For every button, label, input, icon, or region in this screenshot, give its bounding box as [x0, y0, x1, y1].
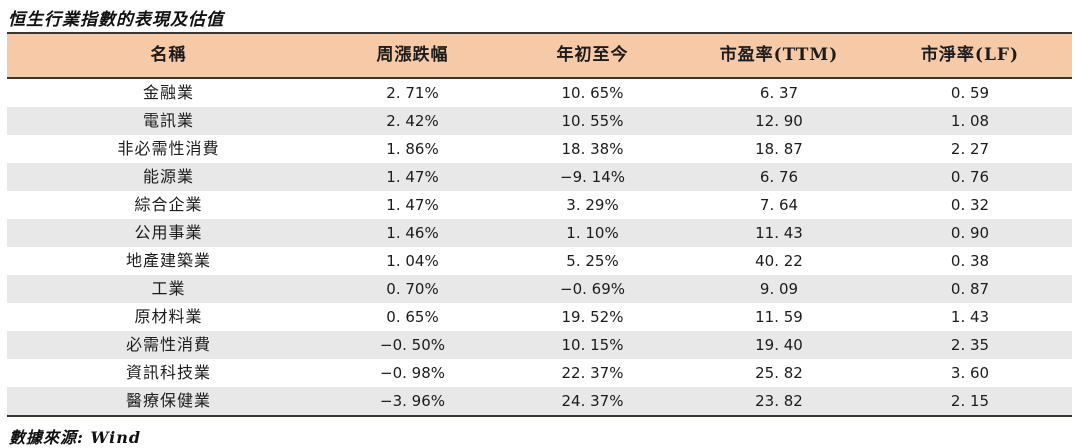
- cell-weekly-change: −3. 96%: [380, 391, 445, 410]
- cell-pb-lf: 0. 76: [950, 167, 990, 186]
- table-row: 資訊科技業 −0. 98% 22. 37% 25. 82 3. 60: [7, 359, 1072, 387]
- cell-weekly-change: 0. 65%: [386, 307, 439, 326]
- cell-pe-ttm: 23. 82: [755, 391, 803, 410]
- cell-pb-lf: 2. 35: [950, 335, 990, 354]
- cell-weekly-change: 1. 46%: [386, 223, 439, 242]
- cell-pe-ttm: 9. 09: [759, 279, 799, 298]
- cell-pe-ttm: 40. 22: [755, 251, 803, 270]
- cell-name: 能源業: [142, 167, 194, 186]
- table-row: 地產建築業 1. 04% 5. 25% 40. 22 0. 38: [7, 247, 1072, 275]
- cell-ytd-change: 10. 15%: [561, 335, 624, 354]
- cell-weekly-change: 1. 86%: [386, 139, 439, 158]
- cell-name: 醫療保健業: [125, 391, 211, 410]
- cell-pb-lf: 0. 87: [950, 279, 990, 298]
- cell-weekly-change: 0. 70%: [386, 279, 439, 298]
- cell-pb-lf: 0. 59: [950, 83, 990, 102]
- industry-index-table: 名稱 周漲跌幅 年初至今 市盈率(TTM) 市淨率(LF) 金融業 2. 71% 1…: [7, 32, 1072, 417]
- cell-ytd-change: 18. 38%: [561, 139, 624, 158]
- cell-pe-ttm: 6. 37: [759, 83, 799, 102]
- table-row: 醫療保健業 −3. 96% 24. 37% 23. 82 2. 15: [7, 387, 1072, 415]
- cell-name: 非必需性消費: [117, 139, 220, 158]
- table-body: 金融業 2. 71% 10. 65% 6. 37 0. 59 電訊業 2. 42% 10. 5…: [7, 79, 1072, 415]
- cell-ytd-change: −9. 14%: [560, 167, 625, 186]
- cell-ytd-change: 1. 10%: [566, 223, 619, 242]
- cell-weekly-change: 1. 04%: [386, 251, 439, 270]
- cell-pe-ttm: 19. 40: [755, 335, 803, 354]
- cell-ytd-change: 10. 65%: [561, 83, 624, 102]
- cell-pb-lf: 1. 43: [950, 307, 990, 326]
- column-header-pe-ttm: 市盈率(TTM): [719, 45, 839, 65]
- cell-pe-ttm: 12. 90: [755, 111, 803, 130]
- cell-name: 電訊業: [142, 111, 194, 130]
- cell-ytd-change: 5. 25%: [566, 251, 619, 270]
- cell-weekly-change: −0. 98%: [380, 363, 445, 382]
- cell-pb-lf: 2. 15: [950, 391, 990, 410]
- cell-pb-lf: 0. 90: [950, 223, 990, 242]
- cell-weekly-change: 2. 71%: [386, 83, 439, 102]
- cell-pe-ttm: 18. 87: [755, 139, 803, 158]
- cell-ytd-change: 22. 37%: [561, 363, 624, 382]
- table-row: 非必需性消費 1. 86% 18. 38% 18. 87 2. 27: [7, 135, 1072, 163]
- cell-name: 工業: [151, 279, 186, 298]
- cell-pb-lf: 2. 27: [950, 139, 990, 158]
- cell-name: 原材料業: [134, 307, 203, 326]
- cell-pb-lf: 0. 32: [950, 195, 990, 214]
- cell-name: 綜合企業: [134, 195, 203, 214]
- cell-pe-ttm: 11. 59: [755, 307, 803, 326]
- table-row: 能源業 1. 47% −9. 14% 6. 76 0. 76: [7, 163, 1072, 191]
- cell-name: 公用事業: [134, 223, 203, 242]
- table-row: 電訊業 2. 42% 10. 55% 12. 90 1. 08: [7, 107, 1072, 135]
- cell-ytd-change: 24. 37%: [561, 391, 624, 410]
- cell-ytd-change: −0. 69%: [560, 279, 625, 298]
- column-header-ytd-change: 年初至今: [556, 45, 629, 65]
- cell-weekly-change: 1. 47%: [386, 195, 439, 214]
- cell-name: 必需性消費: [125, 335, 211, 354]
- data-source-note: 數據來源: Wind: [9, 428, 142, 447]
- cell-pe-ttm: 25. 82: [755, 363, 803, 382]
- cell-pb-lf: 0. 38: [950, 251, 990, 270]
- cell-name: 金融業: [142, 83, 194, 102]
- cell-pb-lf: 3. 60: [950, 363, 990, 382]
- page-title: 恒生行業指數的表現及估值: [8, 10, 224, 30]
- table-row: 必需性消費 −0. 50% 10. 15% 19. 40 2. 35: [7, 331, 1072, 359]
- column-header-name: 名稱: [150, 45, 187, 65]
- table-row: 公用事業 1. 46% 1. 10% 11. 43 0. 90: [7, 219, 1072, 247]
- column-header-pb-lf: 市淨率(LF): [920, 45, 1020, 65]
- cell-pe-ttm: 11. 43: [755, 223, 803, 242]
- cell-ytd-change: 19. 52%: [561, 307, 624, 326]
- cell-name: 地產建築業: [125, 251, 211, 270]
- cell-ytd-change: 3. 29%: [566, 195, 619, 214]
- cell-pb-lf: 1. 08: [950, 111, 990, 130]
- column-header-weekly-change: 周漲跌幅: [376, 45, 449, 65]
- table-row: 原材料業 0. 65% 19. 52% 11. 59 1. 43: [7, 303, 1072, 331]
- table-row: 綜合企業 1. 47% 3. 29% 7. 64 0. 32: [7, 191, 1072, 219]
- cell-weekly-change: 1. 47%: [386, 167, 439, 186]
- cell-pe-ttm: 6. 76: [759, 167, 799, 186]
- cell-weekly-change: 2. 42%: [386, 111, 439, 130]
- cell-pe-ttm: 7. 64: [759, 195, 799, 214]
- table-row: 金融業 2. 71% 10. 65% 6. 37 0. 59: [7, 79, 1072, 107]
- table-header-row: 名稱 周漲跌幅 年初至今 市盈率(TTM) 市淨率(LF): [7, 34, 1072, 79]
- cell-weekly-change: −0. 50%: [380, 335, 445, 354]
- table-row: 工業 0. 70% −0. 69% 9. 09 0. 87: [7, 275, 1072, 303]
- cell-ytd-change: 10. 55%: [561, 111, 624, 130]
- cell-name: 資訊科技業: [125, 363, 211, 382]
